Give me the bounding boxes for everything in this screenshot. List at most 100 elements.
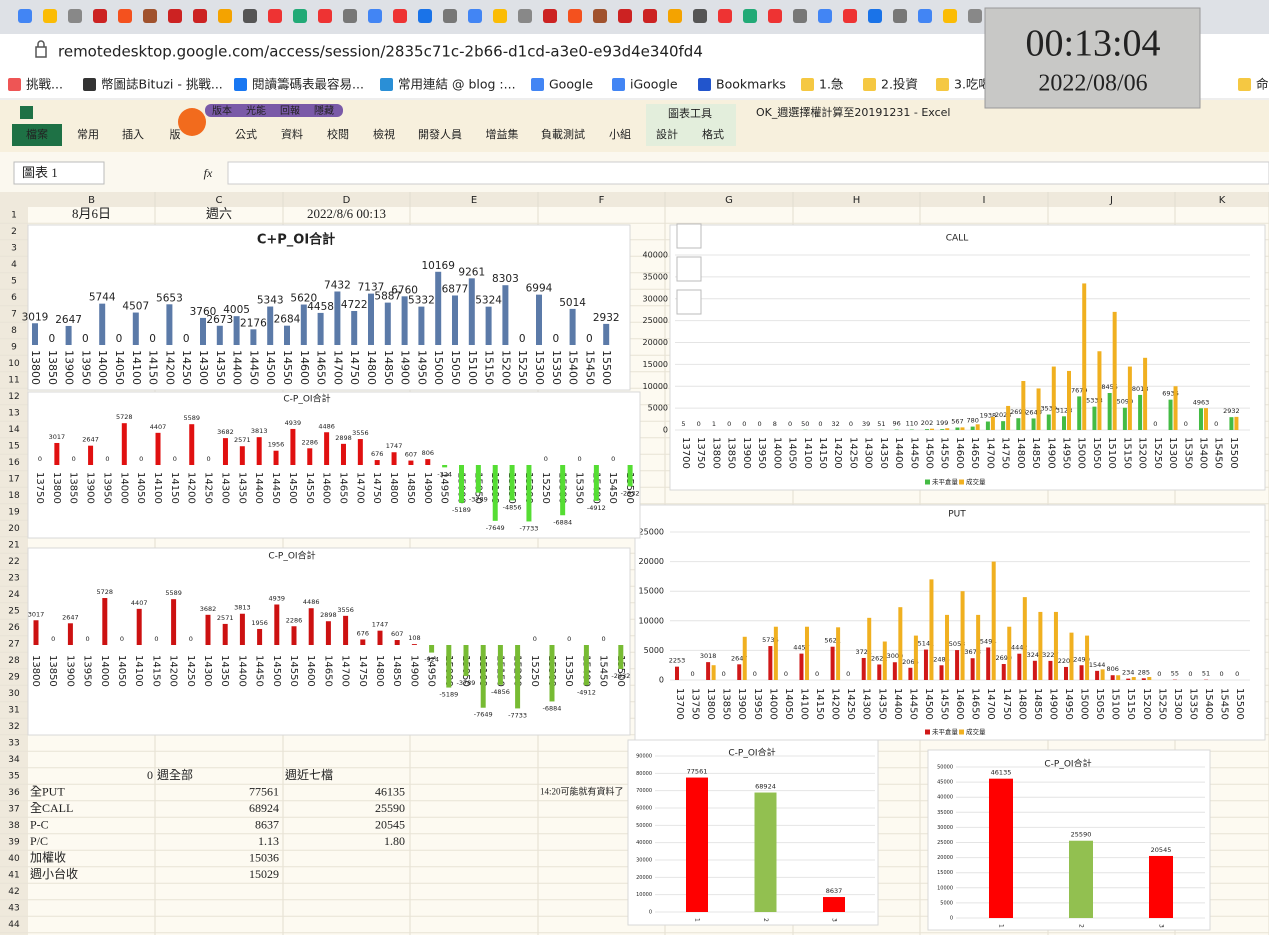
tab-favicon[interactable] xyxy=(893,9,907,23)
legend-label: 成交量 xyxy=(966,477,986,486)
ribbon-tab[interactable]: 格式 xyxy=(702,127,724,141)
tab-favicon[interactable] xyxy=(393,9,407,23)
addon[interactable]: 版本 xyxy=(212,104,232,117)
ribbon-tab[interactable]: 增益集 xyxy=(486,127,519,141)
tab-favicon[interactable] xyxy=(618,9,632,23)
tab-favicon[interactable] xyxy=(918,9,932,23)
tab-favicon[interactable] xyxy=(768,9,782,23)
bar xyxy=(291,626,297,645)
tab-favicon[interactable] xyxy=(168,9,182,23)
bookmark[interactable]: 2.投資 xyxy=(881,77,918,92)
bar xyxy=(799,653,804,680)
bar xyxy=(340,443,346,465)
x-tick-label: 14350 xyxy=(878,437,889,469)
bar xyxy=(1016,418,1021,430)
tab-favicon[interactable] xyxy=(68,9,82,23)
bookmark[interactable]: 閱讀籌碼表最容易... xyxy=(252,77,364,92)
tab-favicon[interactable] xyxy=(743,9,757,23)
addon[interactable]: 回報 xyxy=(280,105,300,117)
data-label: 5887 xyxy=(374,291,401,303)
x-tick-label: 15400 xyxy=(1197,437,1208,469)
x-tick-label: 14600 xyxy=(321,472,332,504)
column-letter: H xyxy=(853,195,861,206)
data-label: 0 xyxy=(722,670,726,678)
tab-favicon[interactable] xyxy=(443,9,457,23)
tab-favicon[interactable] xyxy=(568,9,582,23)
ribbon-tab[interactable]: 設計 xyxy=(656,127,678,141)
tab-favicon[interactable] xyxy=(318,9,332,23)
tab-favicon[interactable] xyxy=(968,9,982,23)
tab-favicon[interactable] xyxy=(518,9,532,23)
data-label: 0 xyxy=(586,333,593,345)
tab-favicon[interactable] xyxy=(343,9,357,23)
tab-favicon[interactable] xyxy=(868,9,882,23)
tab-favicon[interactable] xyxy=(368,9,382,23)
tab-favicon[interactable] xyxy=(668,9,682,23)
tab-favicon[interactable] xyxy=(93,9,107,23)
ribbon-tab[interactable]: 常用 xyxy=(77,128,99,141)
addon[interactable]: 光能 xyxy=(246,104,266,117)
data-label: 4457 xyxy=(793,644,810,652)
tab-favicon[interactable] xyxy=(793,9,807,23)
chart-button[interactable] xyxy=(676,223,702,249)
tab-favicon[interactable] xyxy=(268,9,282,23)
tab-favicon[interactable] xyxy=(243,9,257,23)
tab-favicon[interactable] xyxy=(693,9,707,23)
bookmark[interactable]: 命理 xyxy=(1256,77,1269,92)
chart-button[interactable] xyxy=(676,289,702,315)
ribbon-tab[interactable]: 版 xyxy=(170,128,181,141)
tab-favicon[interactable] xyxy=(593,9,607,23)
tab-favicon[interactable] xyxy=(143,9,157,23)
name-box[interactable] xyxy=(13,161,105,185)
bar xyxy=(1048,660,1053,680)
tab-favicon[interactable] xyxy=(543,9,557,23)
x-tick-label: 15200 xyxy=(1137,437,1148,469)
bookmark[interactable]: iGoogle xyxy=(630,77,678,92)
tab-favicon[interactable] xyxy=(418,9,432,23)
tab-favicon[interactable] xyxy=(718,9,732,23)
x-tick-label: 14850 xyxy=(1032,688,1043,720)
bookmark[interactable]: 挑戰... xyxy=(26,77,63,92)
bookmark[interactable]: 常用連結 @ blog :... xyxy=(398,77,516,92)
ribbon-tab[interactable]: 檢視 xyxy=(373,127,395,141)
tab-favicon[interactable] xyxy=(943,9,957,23)
ribbon-tab[interactable]: 檔案 xyxy=(26,127,48,141)
x-tick-label: 14900 xyxy=(1047,688,1058,720)
chart-button[interactable] xyxy=(676,256,702,282)
tab-favicon[interactable] xyxy=(643,9,657,23)
tab-favicon[interactable] xyxy=(43,9,57,23)
tab-favicon[interactable] xyxy=(218,9,232,23)
tab-favicon[interactable] xyxy=(118,9,132,23)
ribbon-tab[interactable]: 公式 xyxy=(235,128,257,141)
y-tick-label: 25000 xyxy=(639,528,664,537)
formula-bar[interactable] xyxy=(227,161,1269,185)
bookmark[interactable]: 幣圖誌Bituzi - 挑戰... xyxy=(101,77,223,92)
ribbon-tab[interactable]: 小組 xyxy=(609,128,631,141)
tab-favicon[interactable] xyxy=(468,9,482,23)
addon[interactable]: 隱藏 xyxy=(314,104,334,117)
ribbon-tab[interactable]: 資料 xyxy=(281,127,303,141)
chart-title: C+P_OI合計 xyxy=(257,232,335,248)
tab-favicon[interactable] xyxy=(293,9,307,23)
tab-favicon[interactable] xyxy=(843,9,857,23)
tab-favicon[interactable] xyxy=(193,9,207,23)
ribbon-tab[interactable]: 開發人員 xyxy=(418,127,462,141)
tab-favicon[interactable] xyxy=(818,9,832,23)
ribbon-tab[interactable]: 負載測試 xyxy=(541,127,585,141)
bookmark[interactable]: Google xyxy=(549,77,593,92)
url[interactable]: remotedesktop.google.com/access/session/… xyxy=(58,43,703,61)
bar xyxy=(945,428,950,430)
bookmark[interactable]: Bookmarks xyxy=(716,77,786,92)
data-label: 110 xyxy=(906,420,918,428)
bar xyxy=(1131,677,1136,680)
bookmark[interactable]: 1.急 xyxy=(819,77,843,92)
file-tab[interactable] xyxy=(12,124,62,146)
data-label: 4407 xyxy=(131,599,148,607)
tab-favicon[interactable] xyxy=(493,9,507,23)
tab-favicon[interactable] xyxy=(18,9,32,23)
ribbon-tab[interactable]: 校閱 xyxy=(327,127,349,141)
x-tick-label: 13800 xyxy=(51,472,62,504)
ribbon-tab[interactable]: 插入 xyxy=(122,127,144,141)
x-tick-label: 15450 xyxy=(1213,437,1224,469)
x-tick-label: 14950 xyxy=(439,472,450,504)
